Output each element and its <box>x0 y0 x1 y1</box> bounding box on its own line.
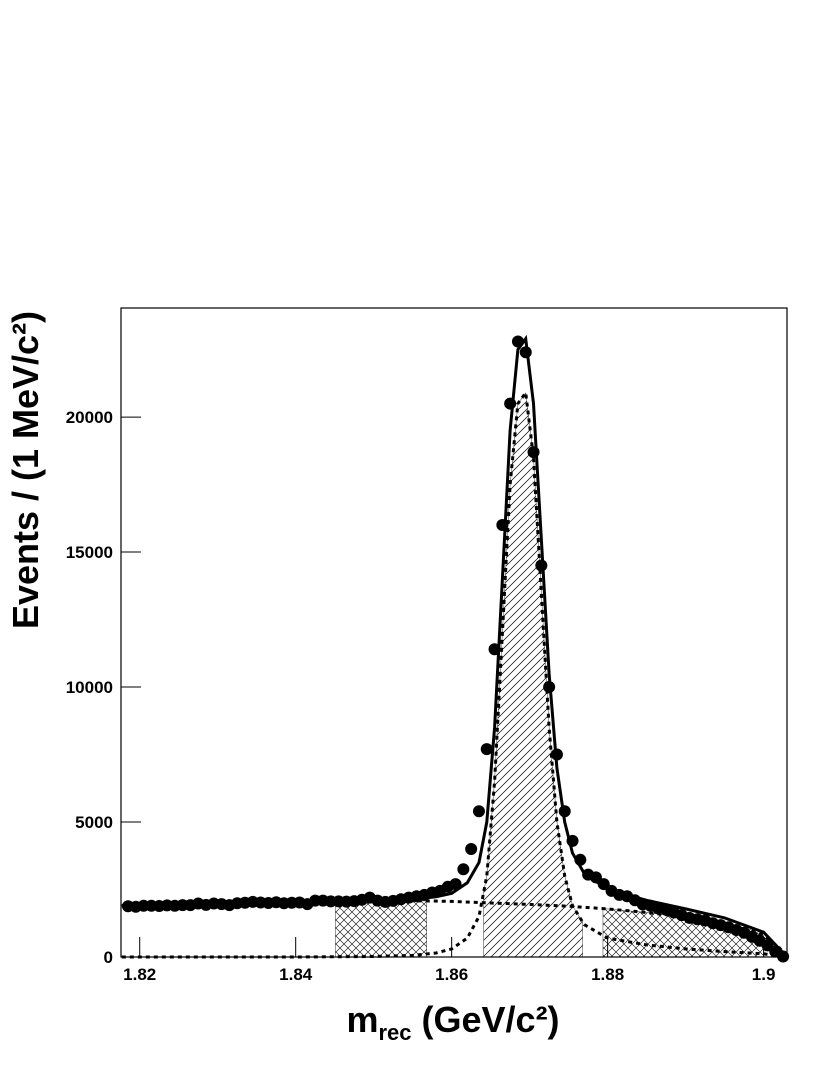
data-point <box>465 843 478 856</box>
data-point <box>566 834 579 847</box>
plot-area <box>121 334 790 963</box>
data-point <box>504 397 517 410</box>
data-point <box>535 559 548 572</box>
data-point <box>449 878 462 891</box>
y-axis-label: Events / (1 MeV/c²) <box>5 311 46 629</box>
y-tick-label: 20000 <box>66 408 113 427</box>
data-point <box>519 346 532 359</box>
data-point <box>543 681 556 694</box>
x-tick-label: 1.88 <box>591 965 624 984</box>
x-tick-label: 1.84 <box>279 965 313 984</box>
data-point <box>574 853 587 866</box>
x-label-rest: (GeV/c²) <box>412 999 560 1040</box>
y-tick-label: 0 <box>104 948 113 967</box>
data-point <box>550 748 563 761</box>
data-point <box>597 878 610 891</box>
data-point <box>488 643 501 656</box>
data-point <box>472 805 485 818</box>
x-label-main: m <box>346 999 378 1040</box>
data-point <box>496 519 509 532</box>
y-tick-label: 5000 <box>75 813 113 832</box>
frame <box>120 307 788 958</box>
hatched-region <box>335 900 427 958</box>
data-point <box>480 743 493 756</box>
data-point <box>589 871 602 884</box>
y-tick-label: 10000 <box>66 678 113 697</box>
data-point <box>511 335 524 348</box>
x-axis-label: mrec (GeV/c²) <box>346 999 559 1045</box>
data-point <box>558 805 571 818</box>
data-point <box>457 863 470 876</box>
x-tick-label: 1.9 <box>752 965 776 984</box>
y-tick-label: 15000 <box>66 543 113 562</box>
x-tick-label: 1.82 <box>123 965 156 984</box>
x-label-sub: rec <box>378 1020 411 1045</box>
data-point <box>527 446 540 459</box>
x-tick-label: 1.86 <box>435 965 468 984</box>
